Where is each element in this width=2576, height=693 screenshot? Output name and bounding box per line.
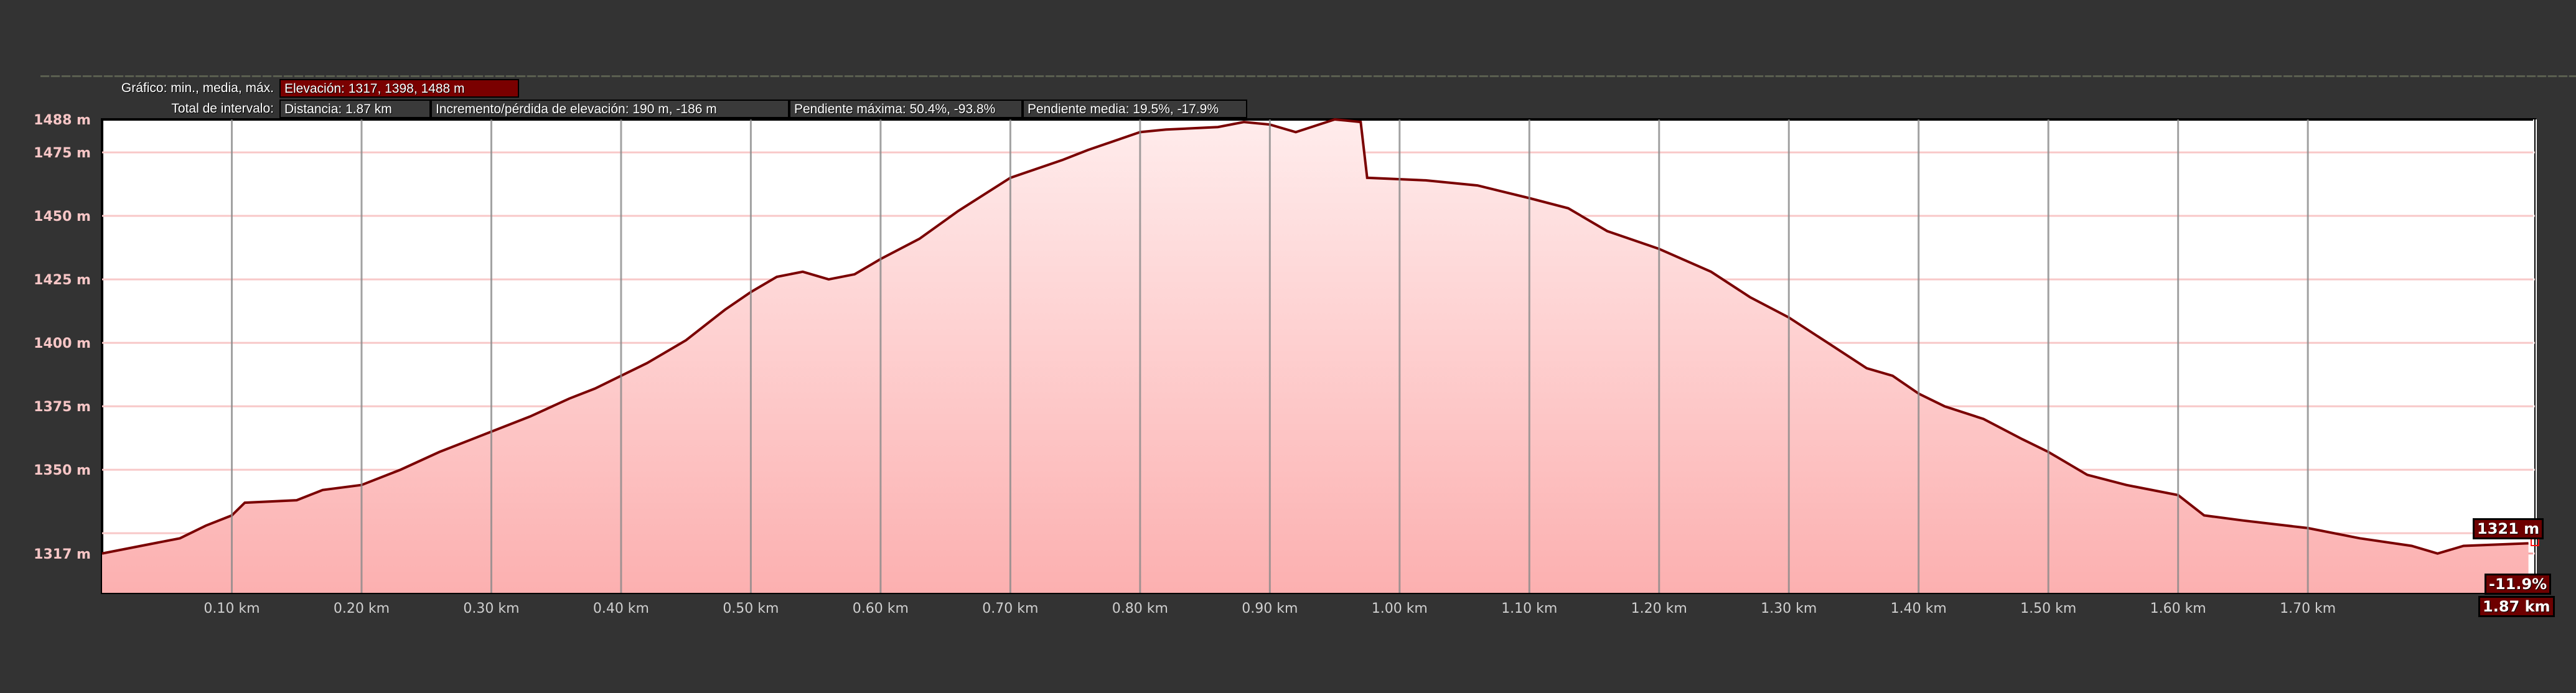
x-tick-label: 1.20 km xyxy=(1631,601,1687,616)
distance-badge: Distancia: 1.87 km xyxy=(279,100,431,118)
interval-total-label: Total de intervalo: xyxy=(171,101,274,116)
x-tick-label: 1.40 km xyxy=(1891,601,1947,616)
header-separator xyxy=(40,75,2576,77)
max-slope-badge: Pendiente máxima: 50.4%, -93.8% xyxy=(789,100,1023,118)
x-tick-label: 0.20 km xyxy=(334,601,390,616)
y-tick-label: 1350 m xyxy=(34,463,91,478)
x-tick-label: 1.10 km xyxy=(1501,601,1557,616)
x-tick-label: 0.10 km xyxy=(204,601,260,616)
elevation-area xyxy=(102,119,2529,593)
cursor-distance-label: 1.87 km xyxy=(2478,596,2555,617)
x-tick-label: 1.60 km xyxy=(2150,601,2206,616)
x-tick-label: 1.00 km xyxy=(1372,601,1428,616)
x-tick-label: 0.60 km xyxy=(853,601,909,616)
cursor-slope-label: -11.9% xyxy=(2485,574,2552,595)
x-tick-label: 0.30 km xyxy=(463,601,519,616)
elevation-stats-badge: Elevación: 1317, 1398, 1488 m xyxy=(279,79,519,98)
x-tick-label: 1.50 km xyxy=(2020,601,2076,616)
cursor-elevation-label: 1321 m xyxy=(2473,518,2544,539)
y-tick-label: 1400 m xyxy=(34,336,91,351)
x-tick-label: 0.90 km xyxy=(1242,601,1298,616)
avg-slope-badge: Pendiente media: 19.5%, -17.9% xyxy=(1023,100,1247,118)
x-tick-label: 1.30 km xyxy=(1761,601,1817,616)
y-tick-label: 1475 m xyxy=(34,146,91,161)
x-tick-label: 0.50 km xyxy=(723,601,779,616)
x-tick-label: 1.70 km xyxy=(2280,601,2336,616)
gain-loss-badge: Incremento/pérdida de elevación: 190 m, … xyxy=(431,100,789,118)
y-tick-label: 1425 m xyxy=(34,272,91,288)
y-tick-label: 1317 m xyxy=(34,547,91,562)
chart-stats-label: Gráfico: min., media, máx. xyxy=(121,81,274,95)
x-tick-label: 0.40 km xyxy=(593,601,649,616)
y-tick-label: 1488 m xyxy=(34,113,91,128)
x-tick-label: 0.70 km xyxy=(982,601,1038,616)
x-tick-label: 0.80 km xyxy=(1112,601,1168,616)
y-tick-label: 1375 m xyxy=(34,399,91,415)
y-tick-label: 1450 m xyxy=(34,209,91,225)
